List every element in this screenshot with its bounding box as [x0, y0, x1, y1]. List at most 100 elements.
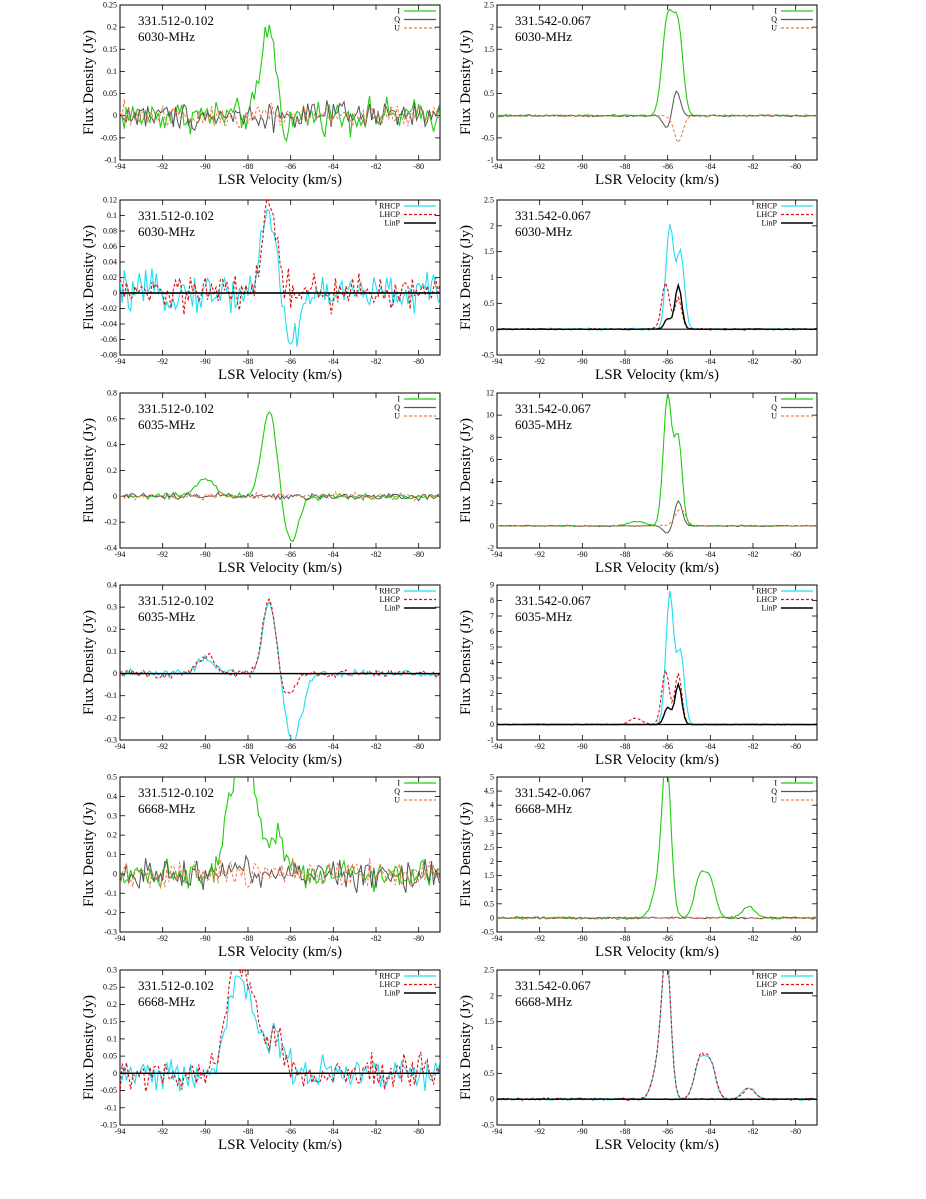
x-tick-label: -86 [662, 162, 673, 171]
series-line-i [120, 411, 440, 543]
spectrum-panel-7: -0.3 -0.2 -0.1 0 0.1 0.2 0.3 0.4 -94 -92 -90 -88 -86… [81, 581, 441, 768]
x-tick-label: -82 [748, 550, 759, 559]
y-axis-label: Flux Density (Jy) [81, 30, 97, 135]
x-tick-label: -90 [200, 357, 211, 366]
y-tick-label: 0.1 [107, 67, 117, 76]
series-line-q [497, 90, 817, 128]
x-axis-label: LSR Velocity (km/s) [595, 367, 719, 383]
series-line-lhcp [497, 668, 817, 726]
x-tick-label: -82 [748, 357, 759, 366]
legend-label: U [771, 796, 777, 805]
spectrum-panel-6: -2 0 2 4 6 8 10 12 -94 -92 -90 -88 -86 -84 -82 -80 331.5… [458, 389, 818, 576]
series-line-q [120, 100, 440, 133]
y-tick-label: -0.1 [104, 1103, 117, 1112]
y-tick-label: -0.06 [100, 335, 117, 344]
series-line-u [120, 99, 440, 129]
y-axis-label: Flux Density (Jy) [458, 802, 474, 907]
y-tick-label: 0.3 [107, 603, 117, 612]
x-tick-label: -84 [705, 550, 716, 559]
y-tick-label: 0.25 [103, 1, 117, 10]
spectrum-panel-10: -0.5 0 0.5 1 1.5 2 2.5 3 3.5 4 4.5 5 -94 -92 -90 -88 -86… [458, 773, 818, 960]
spectrum-panel-8: -1 0 1 2 3 4 5 6 7 8 9 -94 -92 -90 -88 -86 -84 -82 -80 331.… [458, 581, 818, 768]
y-tick-label: 0 [490, 521, 494, 530]
legend-label: I [774, 395, 777, 404]
legend-label: RHCP [379, 202, 400, 211]
y-tick-label: 0 [113, 111, 117, 120]
legend-label: I [397, 395, 400, 404]
y-tick-label: 6 [490, 455, 494, 464]
legend-label: Q [771, 403, 777, 412]
y-tick-label: 1 [490, 885, 494, 894]
plot-frame [496, 392, 818, 549]
legend-label: Q [771, 15, 777, 24]
source-label: 331.542-0.067 [515, 401, 591, 416]
y-tick-label: -0.2 [104, 908, 117, 917]
y-tick-label: 0 [113, 289, 117, 298]
source-label: 331.542-0.067 [515, 978, 591, 993]
y-tick-label: 7 [490, 612, 494, 621]
y-tick-label: 1 [490, 67, 494, 76]
y-tick-label: 1 [490, 273, 494, 282]
y-tick-label: 0 [490, 913, 494, 922]
legend-label: U [771, 412, 777, 421]
spectrum-panel-4: -0.5 0 0.5 1 1.5 2 2.5 -94 -92 -90 -88 -86 -84 -82 -80… [458, 196, 818, 383]
y-tick-label: 2 [490, 857, 494, 866]
y-tick-label: 0 [490, 720, 494, 729]
series-line-u [497, 508, 817, 528]
y-tick-label: 5 [490, 643, 494, 652]
x-tick-label: -84 [328, 742, 339, 751]
y-tick-label: 2.5 [484, 196, 494, 205]
x-tick-label: -84 [705, 1127, 716, 1136]
legend-label: RHCP [756, 972, 777, 981]
legend-label: RHCP [379, 972, 400, 981]
x-tick-label: -84 [705, 934, 716, 943]
x-tick-label: -92 [157, 550, 168, 559]
x-tick-label: -94 [492, 934, 503, 943]
x-tick-label: -90 [577, 162, 588, 171]
x-tick-label: -82 [371, 550, 382, 559]
x-tick-label: -84 [328, 357, 339, 366]
legend-label: LHCP [757, 595, 778, 604]
y-tick-label: 0 [113, 492, 117, 501]
y-axis-label: Flux Density (Jy) [458, 225, 474, 330]
y-tick-label: 0.1 [107, 1034, 117, 1043]
y-axis-label: Flux Density (Jy) [458, 610, 474, 715]
x-tick-label: -94 [115, 550, 126, 559]
y-tick-label: 1.5 [484, 247, 494, 256]
x-tick-label: -92 [157, 1127, 168, 1136]
x-tick-label: -82 [371, 162, 382, 171]
y-tick-label: -0.4 [104, 544, 117, 553]
x-tick-label: -82 [748, 742, 759, 751]
y-axis-label: Flux Density (Jy) [458, 995, 474, 1100]
spectrum-panel-12: -0.5 0 0.5 1 1.5 2 2.5 -94 -92 -90 -88 -86 -84 -82 -80… [458, 966, 818, 1153]
y-axis-label: Flux Density (Jy) [458, 418, 474, 523]
y-tick-label: 0.1 [107, 211, 117, 220]
series-line-rhcp [497, 224, 817, 331]
legend-label: LinP [761, 989, 777, 998]
x-tick-label: -94 [492, 550, 503, 559]
source-label: 331.512-0.102 [138, 13, 214, 28]
x-axis-label: LSR Velocity (km/s) [218, 1137, 342, 1153]
y-tick-label: 0.4 [107, 581, 117, 590]
y-tick-label: 0.2 [107, 1000, 117, 1009]
y-tick-label: 3 [490, 829, 494, 838]
x-axis-label: LSR Velocity (km/s) [218, 560, 342, 576]
y-tick-label: 2 [490, 991, 494, 1000]
y-tick-label: -0.2 [104, 518, 117, 527]
x-tick-label: -86 [285, 742, 296, 751]
x-tick-label: -86 [662, 550, 673, 559]
x-tick-label: -82 [371, 742, 382, 751]
x-tick-label: -92 [534, 162, 545, 171]
x-tick-label: -86 [285, 550, 296, 559]
legend-label: RHCP [379, 587, 400, 596]
frequency-label: 6030-MHz [138, 29, 195, 44]
y-tick-label: 0.15 [103, 1017, 117, 1026]
series-line-lhcp [497, 281, 817, 331]
x-tick-label: -92 [534, 357, 545, 366]
y-tick-label: 0.5 [484, 899, 494, 908]
y-axis-label: Flux Density (Jy) [81, 225, 97, 330]
y-tick-label: 0.1 [107, 647, 117, 656]
x-tick-label: -90 [200, 742, 211, 751]
y-tick-label: -0.15 [100, 1121, 117, 1130]
y-tick-label: 6 [490, 627, 494, 636]
